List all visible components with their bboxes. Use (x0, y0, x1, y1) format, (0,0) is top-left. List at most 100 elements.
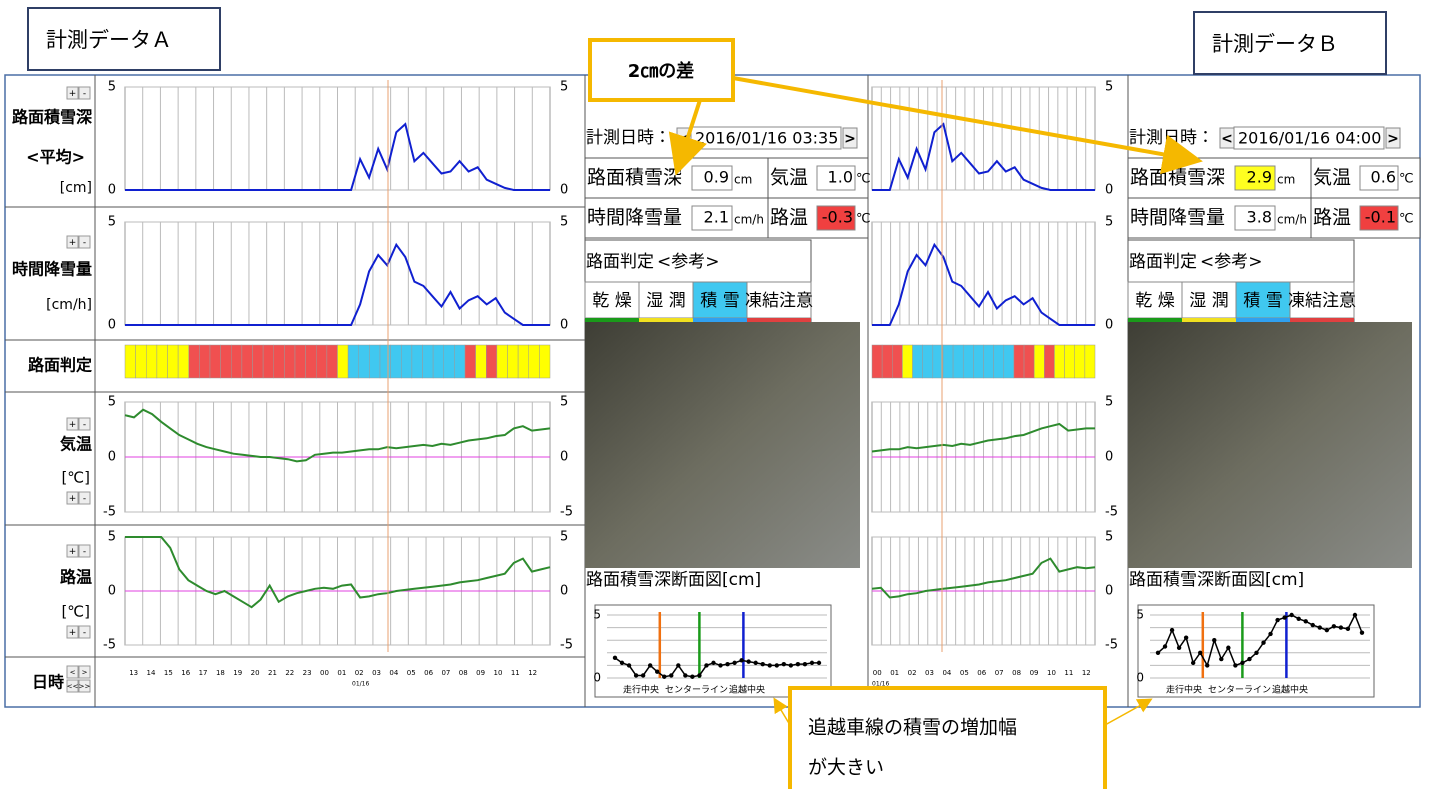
cross-section-point (711, 661, 715, 665)
cross-section-point (1353, 613, 1357, 617)
judgment-cell (963, 345, 973, 378)
lane-label: 追越中央 (1272, 684, 1308, 696)
y-tick-label-right: 0 (560, 183, 568, 198)
judgment-cell (444, 345, 455, 378)
judgment-cell (348, 345, 359, 378)
cross-section-point (1177, 646, 1181, 650)
judgment-cell (872, 345, 882, 378)
y-tick-label-right: -5 (1105, 505, 1118, 520)
judgment-cell (157, 345, 168, 378)
cross-section-point (1184, 635, 1188, 639)
cross-section-point (796, 662, 800, 666)
page: 計測データ比較 { "panel_a": { "title": "計測データＡ"… (0, 0, 1430, 789)
y-tick-label: 0 (1136, 671, 1144, 685)
zoom-out-label: - (83, 547, 86, 557)
judgment-cell (263, 345, 274, 378)
judgment-cell (1044, 345, 1054, 378)
depth-label: 路面積雪深 (587, 167, 682, 189)
time-label: 09 (1030, 669, 1039, 677)
cross-section-point (1332, 624, 1336, 628)
judgment-cell (274, 345, 285, 378)
zoom-in-label: + (69, 238, 77, 248)
judgment-cell (892, 345, 902, 378)
row-label: <平均> (26, 148, 85, 167)
time-label: 01 (337, 669, 346, 677)
camera-image (585, 322, 860, 568)
row-label: [cm/h] (46, 297, 92, 313)
cross-section-point (1163, 644, 1167, 648)
cross-section-point (613, 656, 617, 660)
state-bar (1128, 318, 1182, 322)
time-label: 17 (199, 669, 208, 677)
row-label: 時間降雪量 (12, 260, 92, 279)
cross-section-point (1156, 651, 1160, 655)
road-unit: ℃ (1399, 212, 1414, 227)
state-bar (747, 318, 811, 322)
judgment-cell (125, 345, 136, 378)
judgment-cell (359, 345, 370, 378)
y-tick-label-right: -5 (1105, 638, 1118, 653)
judgment-cell (943, 345, 953, 378)
y-tick-label: -5 (103, 638, 116, 653)
judgment-cell (199, 345, 210, 378)
row-label: 路温 (60, 568, 92, 587)
cross-section-point (1198, 651, 1202, 655)
snowfall-value: 2.1 (704, 208, 729, 227)
judgment-cell (508, 345, 519, 378)
time-label: 00 (320, 669, 329, 677)
y-tick-label-right: -5 (560, 638, 573, 653)
y-tick-label: 5 (108, 395, 116, 410)
time-label: 11 (1064, 669, 1073, 677)
lane-label: 追越中央 (729, 684, 765, 696)
y-tick-label-right: 5 (1105, 215, 1113, 230)
judgment-cell (1014, 345, 1024, 378)
lane-label: センターライン (665, 685, 728, 696)
cross-section-point (768, 663, 772, 667)
cross-section-point (775, 663, 779, 667)
cross-section-point (1304, 619, 1308, 623)
y-tick-label: 0 (593, 671, 601, 685)
time-label: 23 (303, 669, 312, 677)
air-unit: ℃ (856, 172, 871, 187)
cross-section-point (1360, 630, 1364, 634)
judgment-cell (994, 345, 1004, 378)
judgment-cell (338, 345, 349, 378)
cross-section-frame (595, 605, 831, 697)
time-label: 08 (1012, 669, 1021, 677)
time-label: 15 (164, 669, 173, 677)
datetime-value: 2016/01/16 03:35 (695, 129, 838, 148)
judgment-cell (412, 345, 423, 378)
row-label: 日時 (32, 673, 64, 692)
judgment-label: 路面判定 (586, 252, 654, 272)
judgment-cell (454, 345, 465, 378)
zoom-out-label: - (83, 628, 86, 638)
next-label: > (1387, 131, 1399, 147)
judgment-cell (306, 345, 317, 378)
y-tick-label-right: 5 (560, 80, 568, 95)
zoom-in-label: + (69, 89, 77, 99)
cross-section-point (1219, 657, 1223, 661)
judgment-cell (316, 345, 327, 378)
time-button-label: < (70, 669, 76, 677)
road-label: 路温 (1313, 207, 1351, 229)
time-label: 12 (528, 669, 537, 677)
time-label: 08 (459, 669, 468, 677)
time-label: 18 (216, 669, 225, 677)
cross-section-point (789, 663, 793, 667)
state-bar (1236, 318, 1290, 322)
depth-unit: cm (1277, 173, 1295, 187)
cross-section-point (1339, 625, 1343, 629)
judgment-cell (973, 345, 983, 378)
cross-section-point (1247, 657, 1251, 661)
row-label: 気温 (60, 435, 92, 454)
snowfall-label: 時間降雪量 (1130, 207, 1225, 229)
y-tick-label: -5 (103, 505, 116, 520)
y-tick-label: 5 (593, 608, 601, 622)
cross-section-point (669, 673, 673, 677)
cross-section-point (725, 662, 729, 666)
time-label: 04 (942, 669, 951, 677)
judgment-cell (146, 345, 157, 378)
time-label: 20 (251, 669, 260, 677)
y-tick-label: 0 (108, 450, 116, 465)
judgment-cell (882, 345, 892, 378)
